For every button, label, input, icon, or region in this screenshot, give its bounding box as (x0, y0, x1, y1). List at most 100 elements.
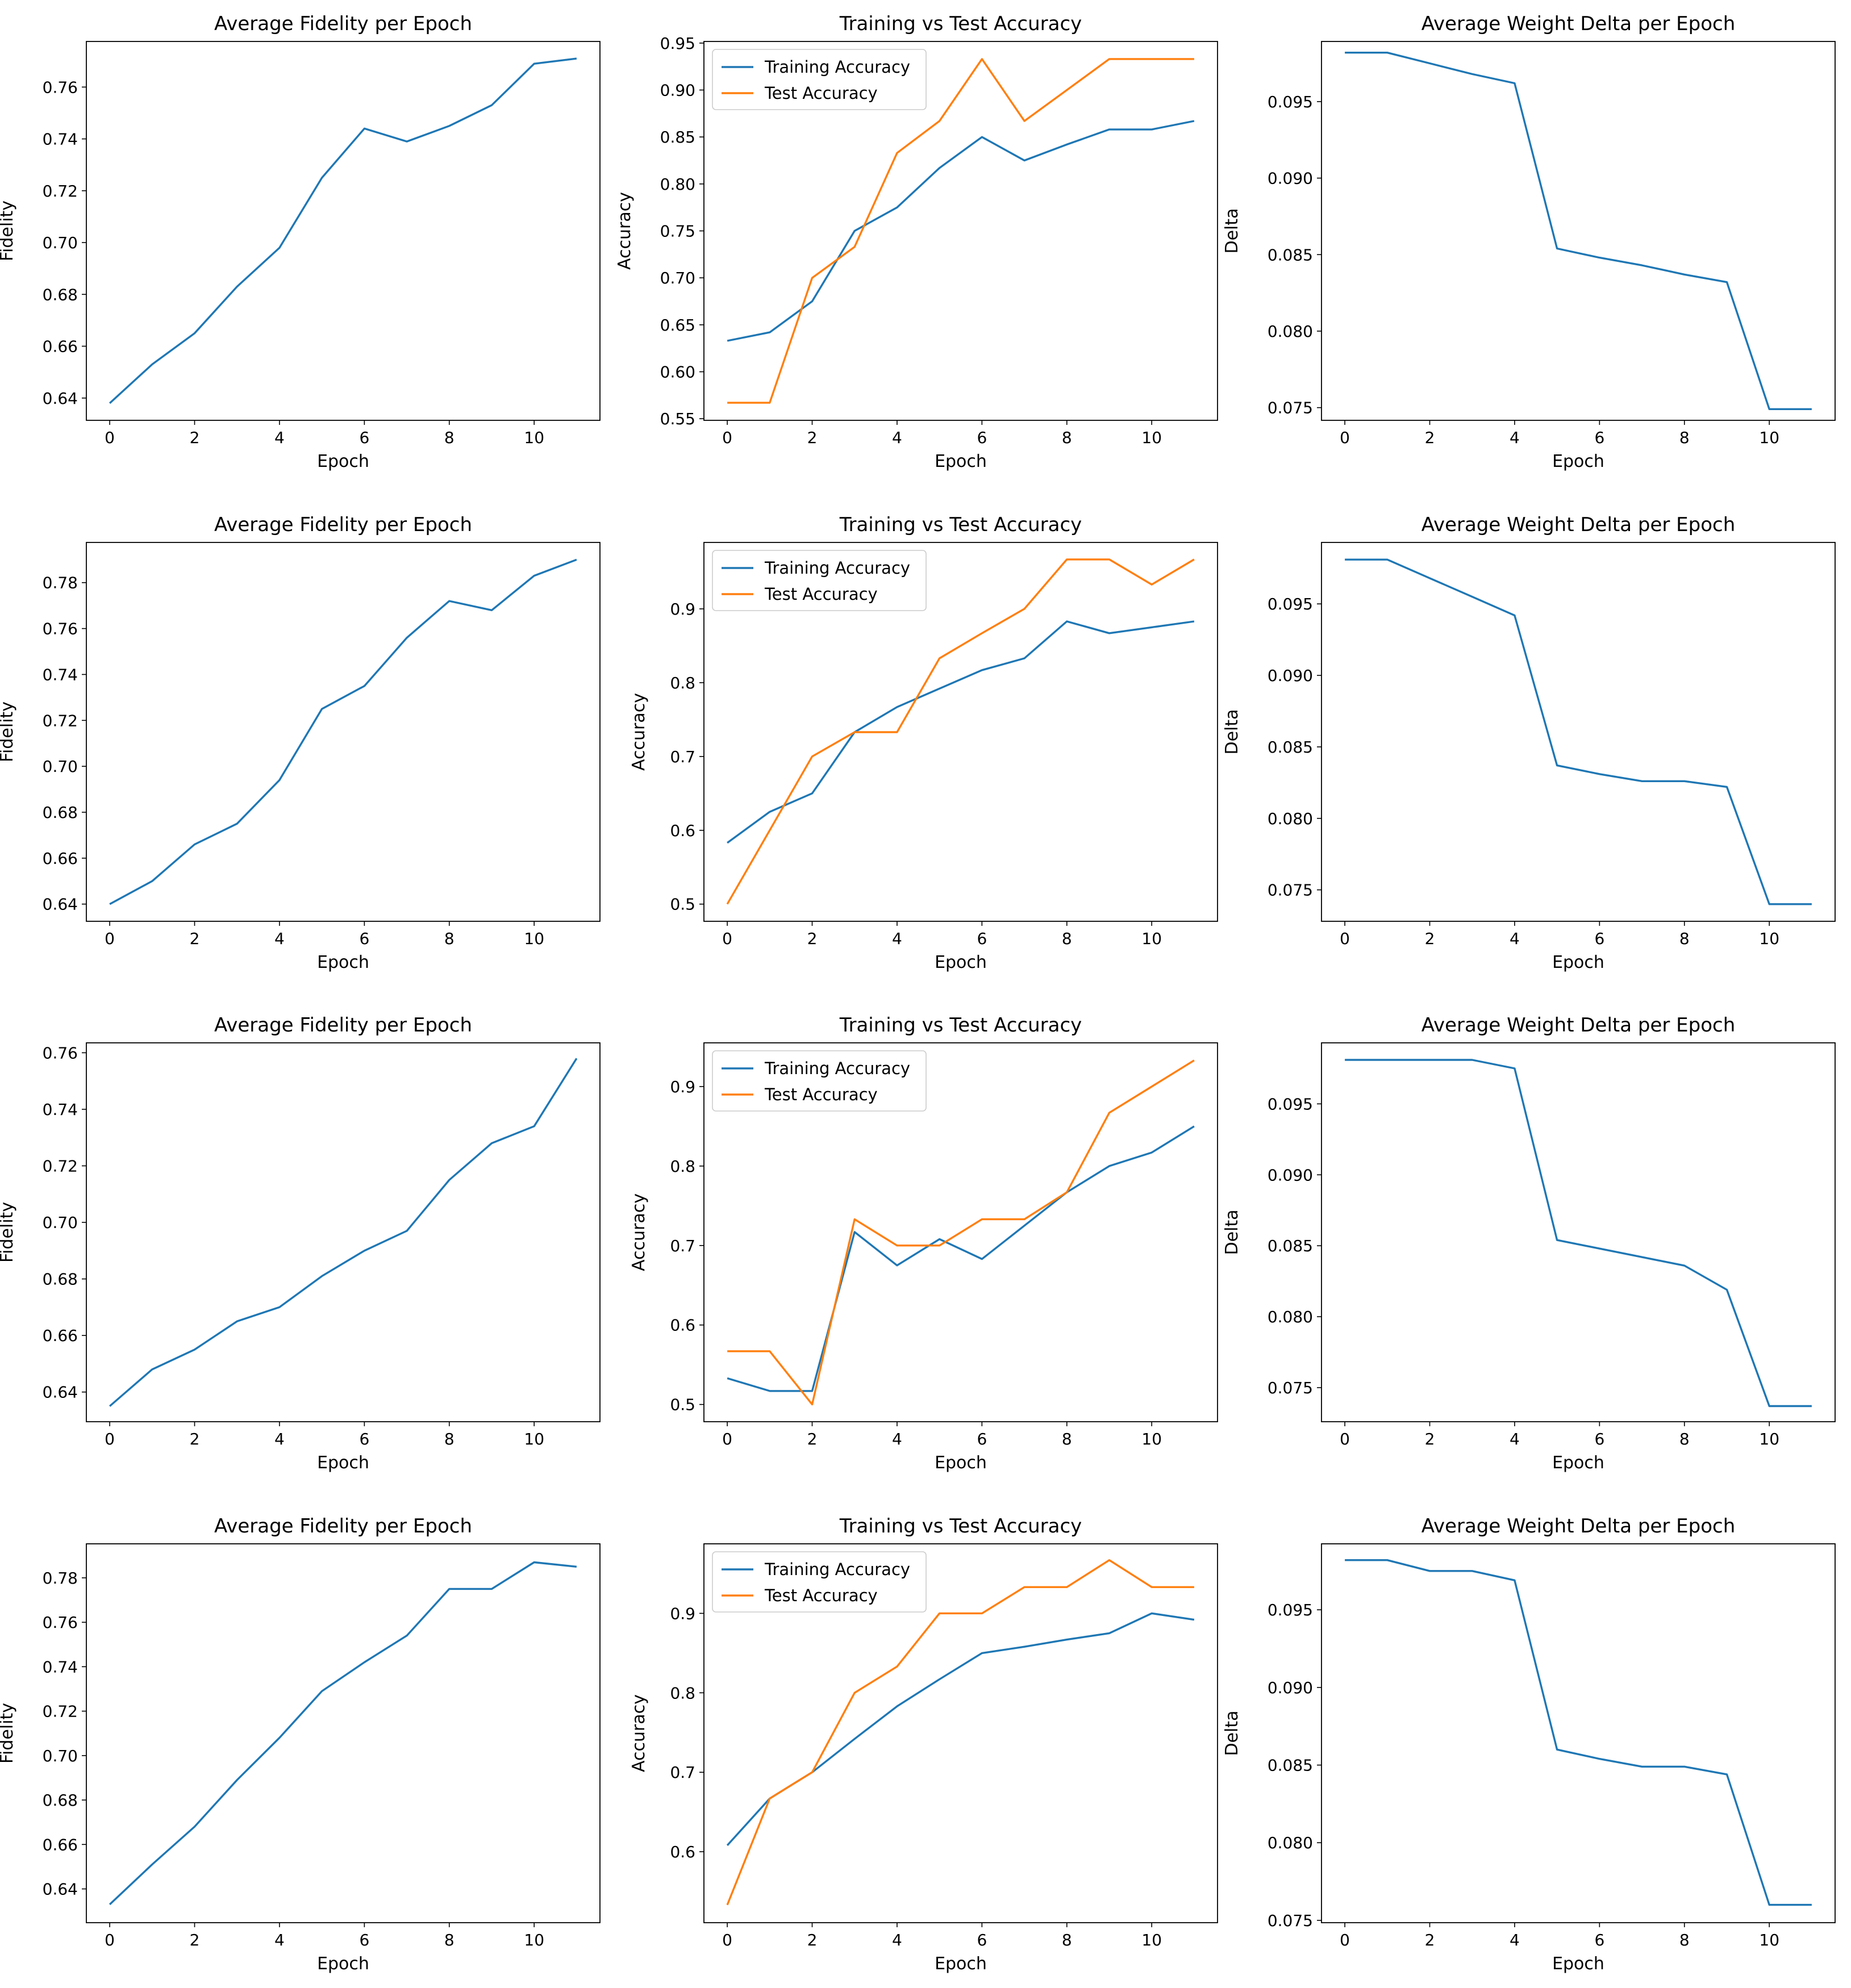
x-tick-label: 8 (1062, 1430, 1072, 1448)
chart-panel: Average Weight Delta per Epoch 0 2 4 6 8 10 0.0… (1222, 1014, 1836, 1473)
y-tick-label: 0.68 (43, 285, 78, 304)
legend-box (712, 1551, 927, 1613)
y-tick-label: 0.68 (43, 803, 78, 822)
y-tick-label: 0.78 (43, 1569, 78, 1588)
x-tick-label: 4 (274, 428, 285, 447)
x-tick-label: 6 (359, 1430, 369, 1448)
x-tick-label: 10 (524, 929, 544, 948)
x-axis-label: Epoch (935, 1453, 987, 1473)
legend-box (712, 49, 927, 110)
y-tick-label: 0.5 (670, 1396, 695, 1414)
x-axis-label: Epoch (935, 953, 987, 972)
x-tick-label: 4 (892, 1430, 902, 1448)
chart-panel: Average Weight Delta per Epoch 0 2 4 6 8 10 0.0… (1222, 12, 1836, 471)
legend: Training Accuracy Test Accuracy (712, 1050, 927, 1112)
x-tick-label: 0 (1340, 1931, 1350, 1949)
chart-title: Average Weight Delta per Epoch (1421, 513, 1736, 536)
chart-panel: Average Fidelity per Epoch 0 2 4 6 8 10 0.64 0.6… (0, 1515, 601, 1974)
y-tick-label: 0.095 (1268, 1095, 1313, 1113)
x-axis-label: Epoch (317, 953, 369, 972)
series-line-delta (1345, 1559, 1812, 1906)
y-tick-label: 0.090 (1268, 169, 1313, 188)
chart-title: Average Fidelity per Epoch (214, 1515, 472, 1538)
x-tick-label: 10 (1141, 428, 1162, 447)
x-tick-label: 8 (444, 929, 455, 948)
legend-label: Training Accuracy (764, 558, 910, 578)
y-tick-label: 0.080 (1268, 1834, 1313, 1852)
x-tick-label: 0 (1340, 929, 1350, 948)
chart-title: Training vs Test Accuracy (839, 12, 1082, 35)
axes-frame (1321, 41, 1836, 421)
x-tick-label: 8 (1679, 929, 1690, 948)
y-tick-label: 0.085 (1268, 245, 1313, 264)
x-axis-label: Epoch (1552, 452, 1604, 471)
x-tick-label: 2 (1425, 1430, 1435, 1448)
x-tick-label: 6 (1594, 929, 1604, 948)
x-tick-label: 6 (1594, 1430, 1604, 1448)
legend: Training Accuracy Test Accuracy (712, 550, 927, 611)
y-tick-label: 0.75 (660, 222, 695, 241)
x-tick-label: 0 (105, 1430, 115, 1448)
x-tick-label: 4 (1510, 1430, 1520, 1448)
y-tick-label: 0.66 (43, 849, 78, 868)
x-tick-label: 10 (524, 1430, 544, 1448)
x-tick-label: 2 (807, 929, 818, 948)
y-tick-label: 0.64 (43, 1880, 78, 1899)
y-axis-label: Fidelity (0, 1202, 17, 1263)
x-tick-label: 4 (1510, 428, 1520, 447)
y-tick-label: 0.60 (660, 363, 695, 382)
y-tick-label: 0.090 (1268, 1678, 1313, 1697)
series-line-training-accuracy (727, 620, 1195, 844)
y-axis-label: Fidelity (0, 701, 17, 762)
x-tick-label: 0 (105, 1931, 115, 1949)
legend-label: Training Accuracy (764, 57, 910, 77)
series-line-delta (1345, 558, 1812, 905)
legend-box (712, 550, 927, 611)
x-tick-label: 10 (1759, 428, 1779, 447)
x-tick-label: 0 (722, 1931, 732, 1949)
y-tick-label: 0.095 (1268, 1601, 1313, 1619)
x-tick-label: 0 (722, 428, 732, 447)
x-tick-label: 6 (359, 428, 369, 447)
x-tick-label: 10 (1141, 929, 1162, 948)
x-tick-label: 8 (1062, 428, 1072, 447)
chart-panel: Training vs Test Accuracy 0 2 4 6 8 10 0.5 0.6 0.… (629, 513, 1218, 972)
y-tick-label: 0.6 (670, 1316, 695, 1335)
y-tick-label: 0.090 (1268, 666, 1313, 685)
x-tick-label: 4 (274, 1931, 285, 1949)
y-tick-label: 0.075 (1268, 881, 1313, 900)
x-tick-label: 2 (1425, 929, 1435, 948)
x-tick-label: 4 (1510, 1931, 1520, 1949)
x-tick-label: 6 (1594, 1931, 1604, 1949)
y-tick-label: 0.085 (1268, 1237, 1313, 1255)
x-tick-label: 6 (977, 1430, 987, 1448)
y-tick-label: 0.72 (43, 1157, 78, 1176)
chart-title: Training vs Test Accuracy (839, 513, 1082, 536)
y-tick-label: 0.5 (670, 895, 695, 914)
series-line-fidelity (109, 558, 577, 905)
x-tick-label: 8 (444, 1430, 455, 1448)
series-line-fidelity (109, 1561, 577, 1906)
y-tick-label: 0.76 (43, 620, 78, 638)
x-tick-label: 8 (444, 1931, 455, 1949)
x-axis-label: Epoch (1552, 1453, 1604, 1473)
chart-panel: Average Fidelity per Epoch 0 2 4 6 8 10 0.64 0.6… (0, 12, 601, 471)
x-tick-label: 10 (524, 428, 544, 447)
y-tick-label: 0.6 (670, 1843, 695, 1861)
axes-frame (86, 41, 601, 421)
x-tick-label: 10 (524, 1931, 544, 1949)
y-tick-label: 0.78 (43, 574, 78, 592)
y-tick-label: 0.090 (1268, 1166, 1313, 1184)
series-line-test-accuracy (727, 1059, 1195, 1406)
series-line-test-accuracy (726, 1559, 1194, 1906)
chart-title: Training vs Test Accuracy (839, 1014, 1082, 1037)
x-tick-label: 0 (722, 929, 732, 948)
series-line-test-accuracy (726, 558, 1195, 905)
y-axis-label: Delta (1222, 1209, 1242, 1255)
y-tick-label: 0.075 (1268, 1911, 1313, 1930)
x-tick-label: 2 (807, 1931, 818, 1949)
chart-panel: Average Weight Delta per Epoch 0 2 4 6 8 10 0.0… (1222, 1515, 1836, 1974)
y-tick-label: 0.8 (670, 1157, 695, 1176)
y-tick-label: 0.74 (43, 1657, 78, 1676)
